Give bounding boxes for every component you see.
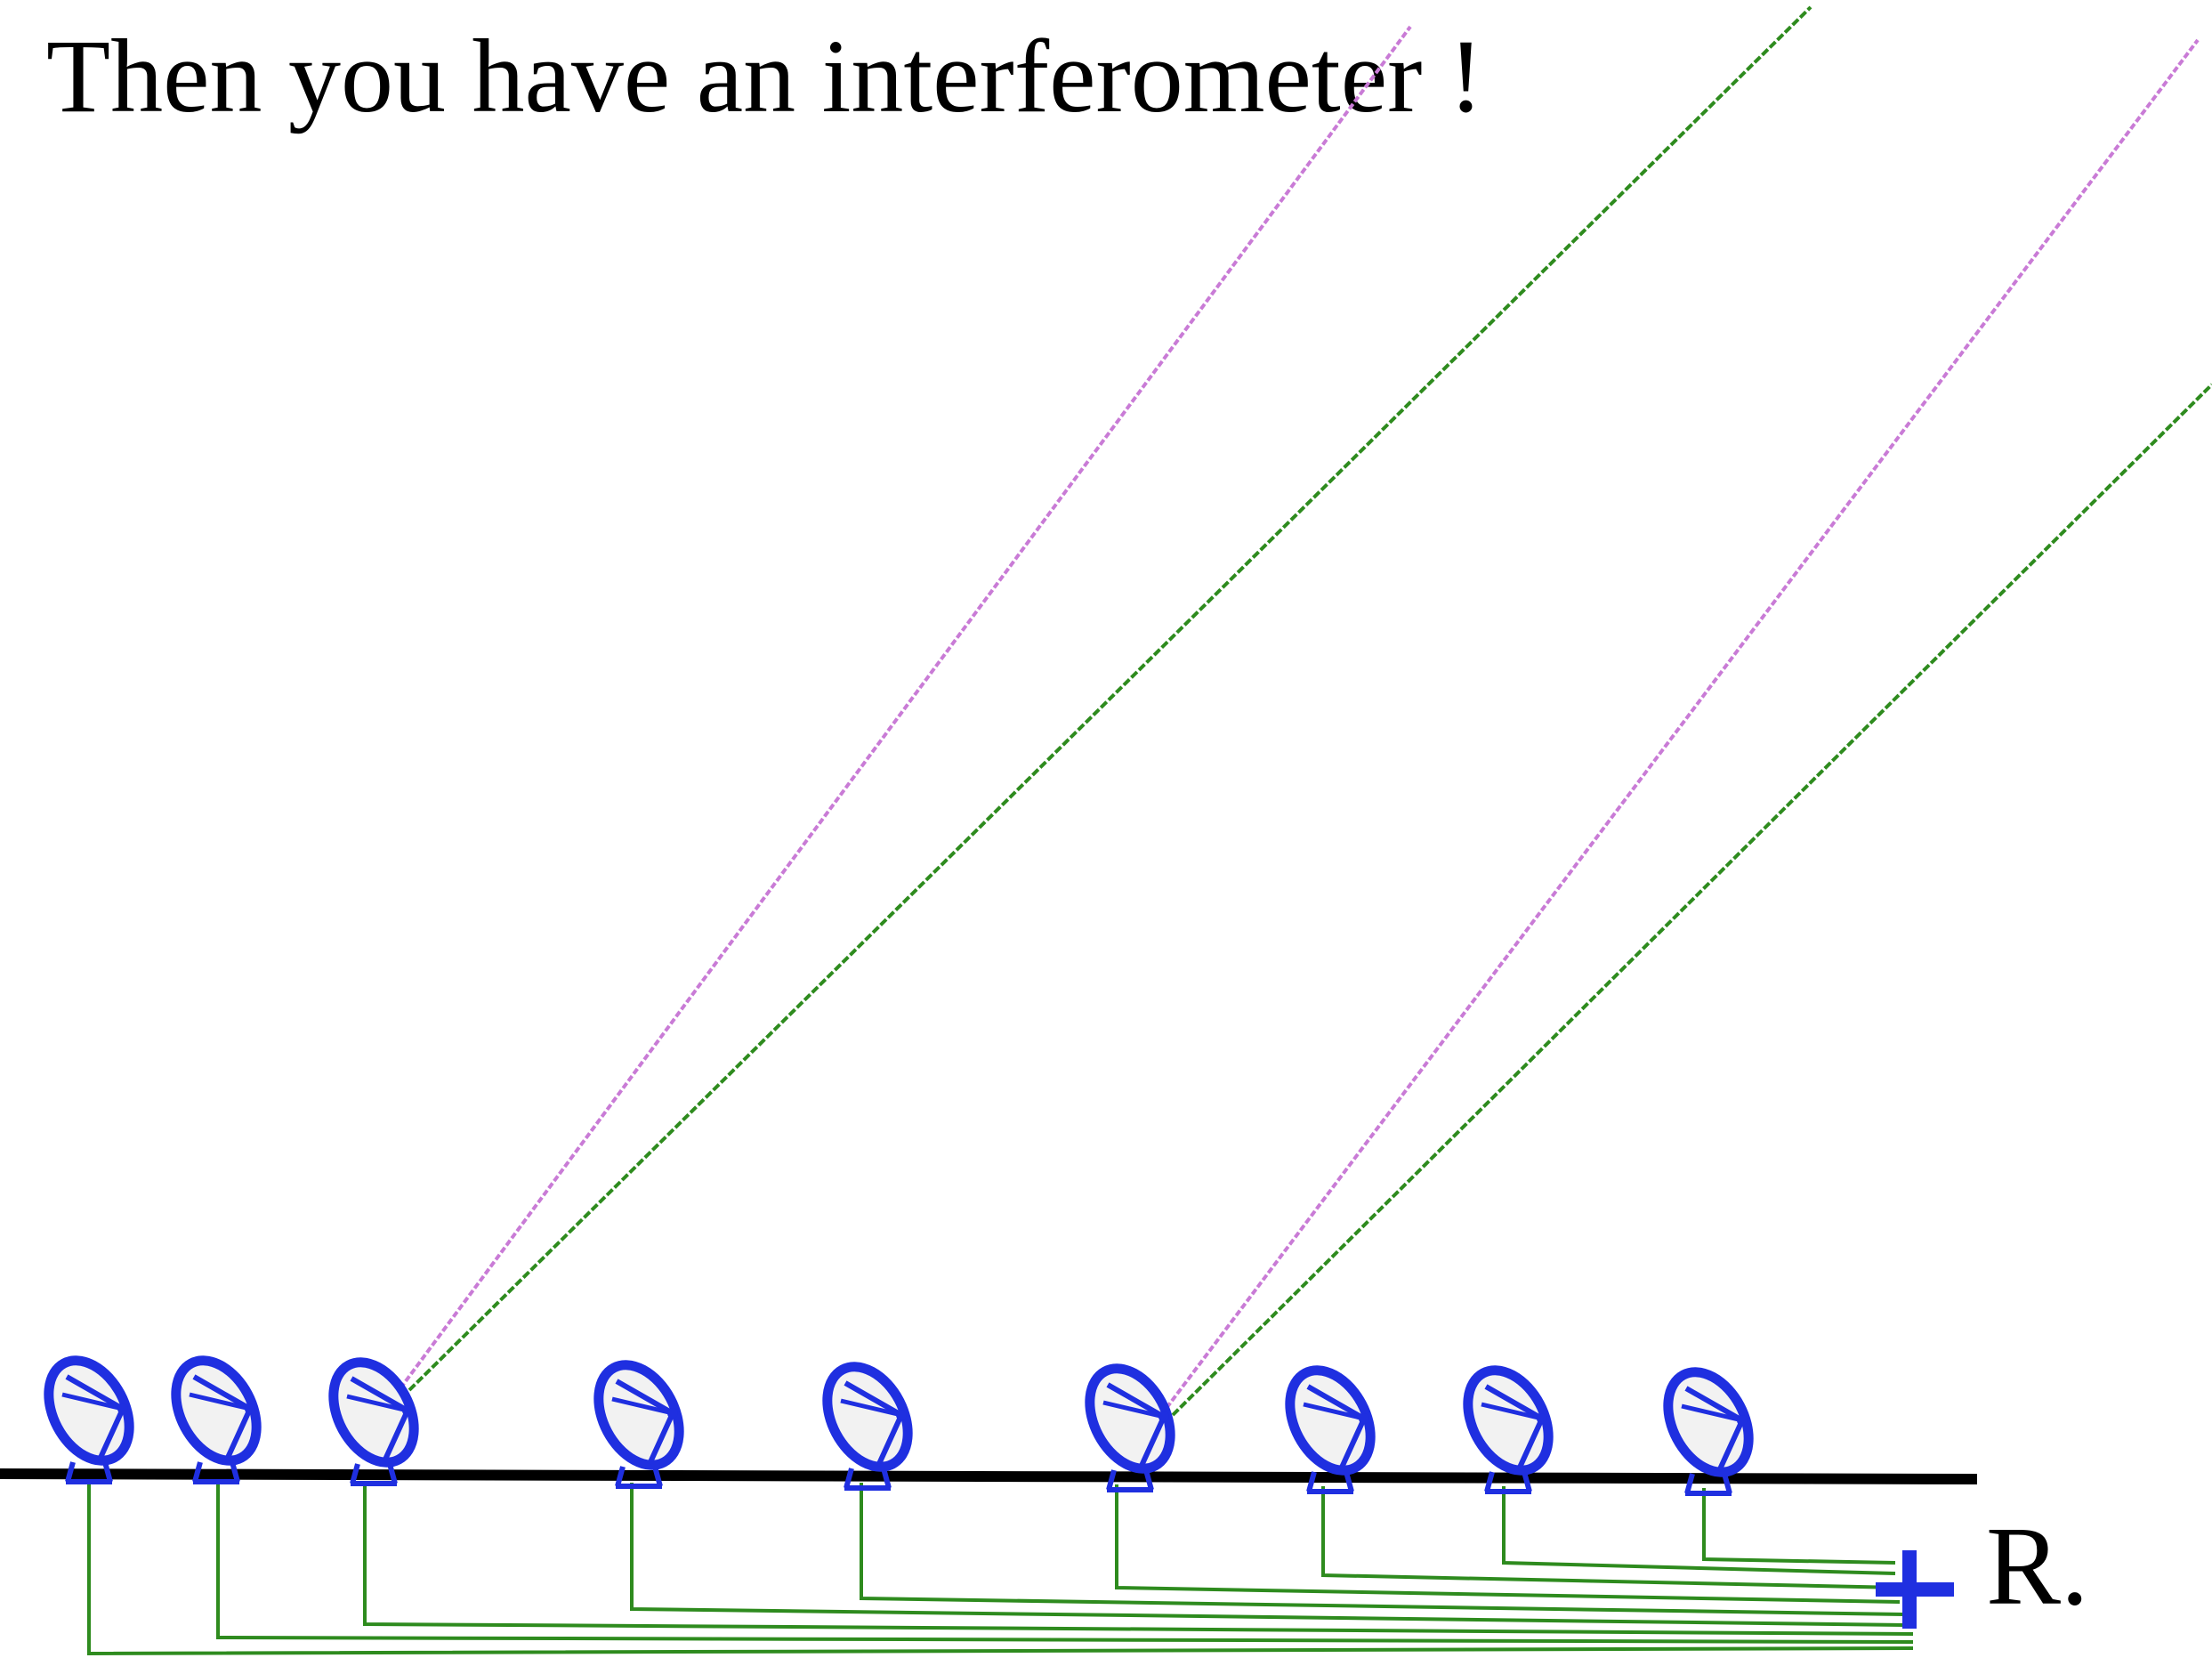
satellite-dish-icon bbox=[1274, 1356, 1387, 1492]
satellite-dish-icon bbox=[160, 1347, 273, 1482]
signal-ray-purple bbox=[1159, 38, 2200, 1417]
incoming-signals bbox=[399, 5, 2212, 1417]
satellite-dish-icon bbox=[33, 1347, 146, 1482]
signal-ray-green bbox=[1171, 383, 2212, 1417]
ground-line bbox=[0, 1468, 1978, 1484]
cable bbox=[87, 1479, 1914, 1656]
cable bbox=[860, 1483, 1905, 1616]
satellite-dish-icon bbox=[1074, 1355, 1187, 1490]
cable bbox=[1115, 1484, 1901, 1604]
signal-ray-purple bbox=[399, 25, 1412, 1390]
satellite-dish-icon bbox=[583, 1351, 696, 1486]
cable bbox=[1702, 1488, 1896, 1565]
cable bbox=[363, 1481, 1914, 1636]
plus-icon bbox=[1876, 1550, 1954, 1629]
signal-ray-green bbox=[408, 5, 1812, 1392]
receiver-label: R. bbox=[1986, 1505, 2089, 1629]
satellite-dish-icon bbox=[1452, 1356, 1565, 1492]
slide-title: Then you have an interferometer ! bbox=[46, 18, 1484, 134]
cable-network bbox=[87, 1479, 1914, 1656]
cable bbox=[1502, 1486, 1896, 1575]
cable bbox=[1321, 1486, 1901, 1589]
satellite-dish-icon bbox=[811, 1353, 924, 1488]
cable bbox=[216, 1479, 1914, 1644]
cable bbox=[630, 1483, 1905, 1627]
